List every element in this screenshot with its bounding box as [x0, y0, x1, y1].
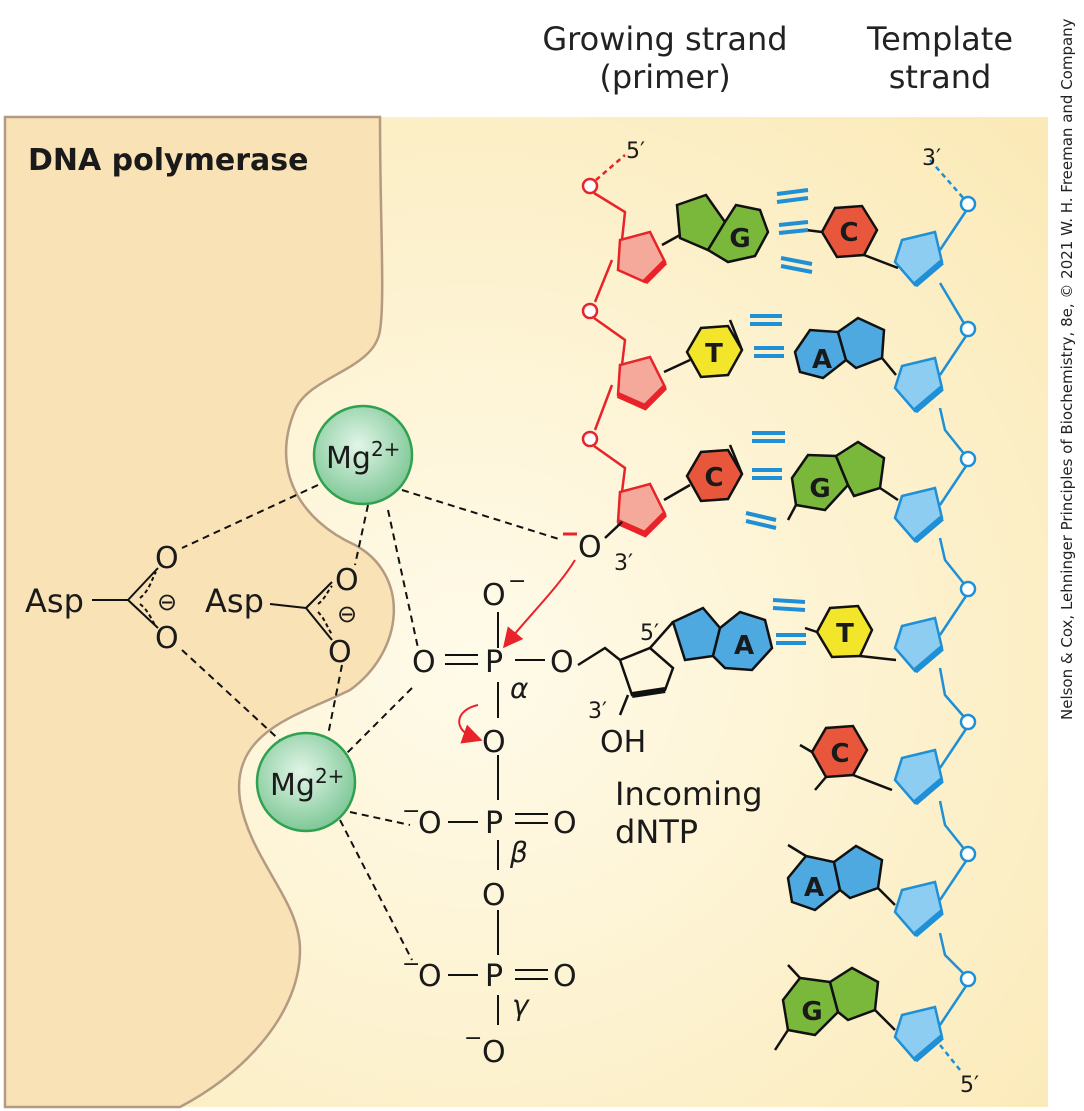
template-base-2: A — [812, 345, 832, 375]
primer-base-1: G — [729, 224, 750, 254]
primer-backbone — [593, 154, 627, 493]
template-3prime-label: 3′ — [922, 146, 941, 171]
asp-left-charge: ⊖ — [157, 588, 177, 616]
h-bonds-2 — [750, 314, 784, 358]
growing-strand-subtitle: (primer) — [599, 58, 731, 96]
triphosphate-atoms: O − O P α O O O − P O β O O − P O γ O − — [402, 569, 577, 1070]
template-strand-label: Template strand — [840, 20, 1040, 96]
asp-right-label: Asp — [205, 582, 264, 620]
mg-bottom-label: Mg2+ — [270, 764, 344, 803]
template-base-1: C — [839, 218, 858, 248]
triphosphate-bonds — [445, 612, 548, 1025]
enzyme-label: DNA polymerase — [28, 143, 308, 178]
asp-right-oxygen-top: O — [335, 563, 359, 598]
template-5prime-label: 5′ — [960, 1073, 979, 1098]
asp-left-oxygen-bottom: O — [155, 621, 179, 656]
template-sugars — [893, 230, 944, 1062]
template-strand-title: Template — [866, 20, 1013, 58]
primer-3prime-oxygen: O — [578, 530, 602, 565]
asp-left-label: Asp — [25, 582, 84, 620]
primer-sugars — [616, 230, 667, 536]
incoming-base: A — [734, 631, 754, 661]
template-base-3: G — [809, 474, 830, 504]
mg-ion-top — [312, 404, 414, 506]
primer-sugar-bold-edges — [616, 259, 668, 538]
mg-top-label: Mg2+ — [326, 437, 400, 476]
gamma-oxygen-bottom: O — [482, 1035, 506, 1070]
asp-right-oxygen-bottom: O — [328, 635, 352, 670]
alpha-phosphorus: P — [485, 645, 503, 680]
beta-label: β — [509, 836, 528, 869]
template-base-5 — [799, 724, 893, 792]
primer-base-2: T — [705, 339, 723, 369]
incoming-5prime-label: 5′ — [640, 621, 659, 646]
primer-3prime-end-label: 3′ — [614, 551, 633, 576]
asp-right-charge: ⊖ — [337, 600, 357, 628]
base-pair-2 — [685, 316, 897, 380]
incoming-base-pair — [671, 604, 897, 672]
gamma-oxygen-left-charge: − — [402, 952, 420, 977]
alpha-oxygen-right: O — [550, 645, 574, 680]
beta-oxygen-right: O — [553, 806, 577, 841]
template-sugar-bold-edges — [913, 259, 944, 1063]
gamma-oxygen-bottom-charge: − — [464, 1026, 482, 1051]
primer-phosphates — [581, 177, 599, 448]
template-phosphates — [959, 195, 977, 988]
base-pair-3 — [685, 440, 899, 521]
h-bonds-4 — [772, 598, 806, 645]
growing-strand-label: Growing strand (primer) — [525, 20, 805, 96]
asp-left-oxygen-top: O — [155, 541, 179, 576]
beta-oxygen-left-charge: − — [402, 799, 420, 824]
incoming-label: Incoming — [615, 775, 763, 813]
incoming-sugar-bold-edge — [631, 687, 666, 698]
primer-3prime-bond — [604, 521, 623, 539]
primer-glycosidic-bonds — [661, 233, 691, 502]
primer-5prime-label: 5′ — [626, 139, 645, 164]
template-base-4: T — [836, 619, 854, 649]
incoming-sublabel: dNTP — [615, 813, 698, 851]
nucleophilic-attack-arrow — [502, 559, 576, 649]
template-base-5-label: C — [830, 739, 849, 769]
alpha-oxygen-top-charge: − — [508, 569, 526, 594]
incoming-sugar — [577, 621, 675, 716]
asp-right-carboxylate — [269, 581, 333, 641]
template-base-6 — [786, 843, 896, 912]
incoming-3prime-label: 3′ — [588, 699, 607, 724]
asp-left-carboxylate — [92, 567, 159, 629]
bridging-oxygen-2: O — [482, 878, 506, 913]
gamma-oxygen-left: O — [418, 959, 442, 994]
primer-base-3: C — [704, 463, 723, 493]
template-base-7-label: G — [801, 997, 822, 1027]
template-base-6-label: A — [804, 873, 824, 903]
h-bonds-3 — [745, 431, 785, 530]
gamma-oxygen-right: O — [553, 959, 577, 994]
beta-oxygen-left: O — [418, 806, 442, 841]
template-strand-subtitle: strand — [888, 58, 992, 96]
leaving-group-arrow — [458, 704, 483, 744]
template-base-7 — [773, 964, 896, 1051]
gamma-label: γ — [512, 989, 530, 1022]
coordination-bonds — [181, 484, 563, 961]
mg-ion-bottom — [255, 731, 357, 833]
bridging-oxygen-1: O — [482, 725, 506, 760]
growing-strand-title: Growing strand — [542, 20, 788, 58]
h-bonds-1 — [776, 188, 813, 274]
enzyme-surface — [3, 115, 396, 1109]
gamma-phosphorus: P — [485, 959, 503, 994]
incoming-oh-label: OH — [600, 725, 646, 760]
alpha-oxygen-top: O — [482, 578, 506, 613]
alpha-label: α — [510, 672, 529, 705]
template-backbone — [929, 159, 970, 1071]
base-pair-1 — [675, 193, 899, 270]
alpha-oxygen-left: O — [412, 645, 436, 680]
beta-phosphorus: P — [485, 806, 503, 841]
